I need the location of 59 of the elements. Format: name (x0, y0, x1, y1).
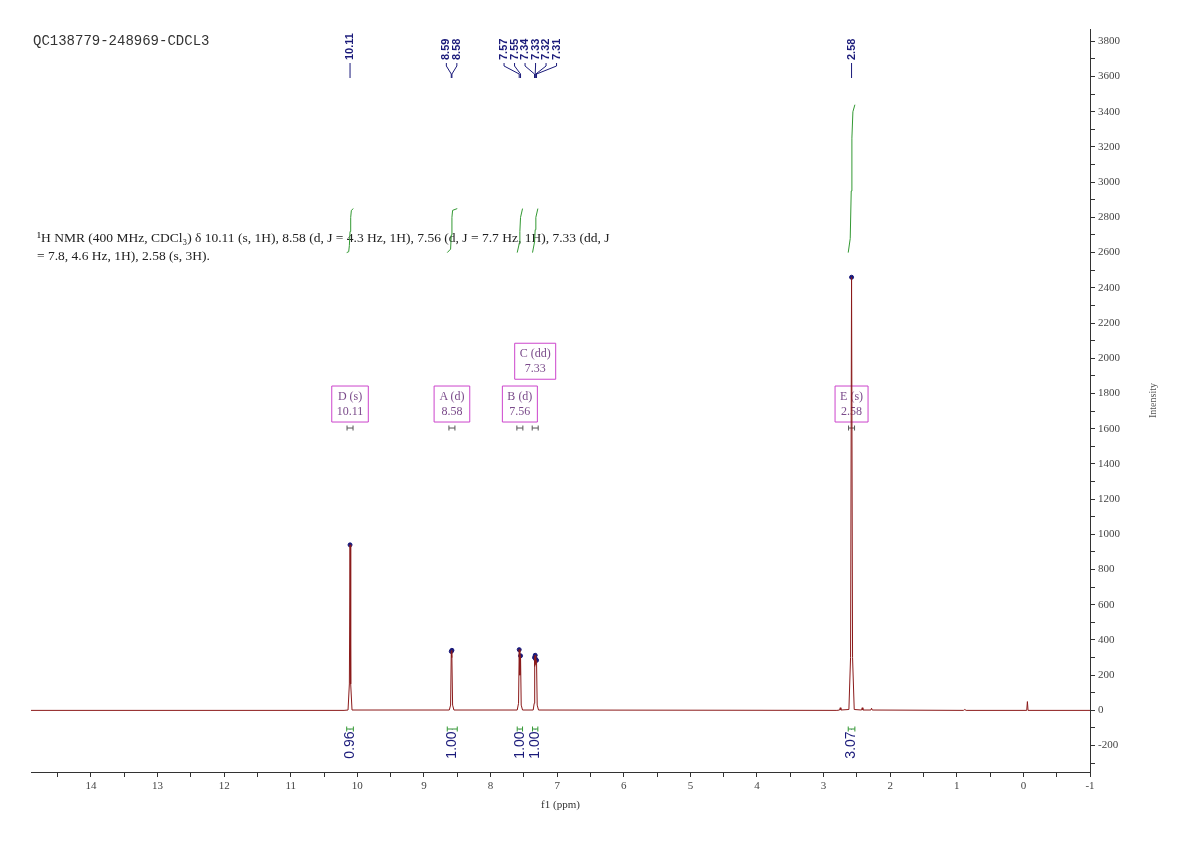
x-tick-label: 13 (152, 779, 164, 792)
x-tick-label: 10 (351, 779, 364, 792)
y-tick-label: 3200 (1098, 139, 1121, 152)
x-tick-label: 4 (754, 779, 761, 792)
y-axis-title: Intensity (1146, 383, 1158, 418)
x-tick-label: 8 (487, 779, 494, 792)
x-tick-label: 14 (85, 779, 97, 792)
annotation: 7.32 (539, 38, 552, 60)
x-tick-label: 5 (687, 779, 694, 792)
x-tick-label: 9 (421, 779, 428, 792)
y-tick-label: 2800 (1098, 210, 1121, 223)
annotation: 1.00 (526, 731, 543, 759)
x-tick-label: -1 (1085, 779, 1095, 792)
y-tick-label: 1200 (1098, 491, 1121, 504)
annotation: 0.96 (340, 731, 357, 759)
y-tick-label: 2000 (1098, 351, 1121, 364)
chart-title: QC138779-248969-CDCL3 (33, 32, 210, 49)
annotation: 7.55 (507, 38, 520, 60)
annotation: C (dd) 7.33 (519, 345, 551, 375)
y-tick-label: 0 (1098, 703, 1104, 716)
x-tick-label: 0 (1020, 779, 1027, 792)
x-tick-label: 11 (285, 779, 297, 792)
annotation: 8.59 (439, 38, 452, 60)
x-tick-label: 3 (820, 779, 827, 792)
x-tick-label: 2 (887, 779, 893, 792)
annotation: A (d) 8.58 (439, 388, 465, 418)
y-tick-label: 1600 (1098, 421, 1121, 434)
y-tick-label: 1800 (1098, 386, 1121, 399)
annotation: B (d) 7.56 (507, 388, 533, 418)
y-tick-label: 400 (1098, 632, 1115, 645)
x-tick-label: 7 (554, 779, 561, 792)
x-tick-label: 1 (954, 779, 960, 792)
x-axis-title: f1 (ppm) (541, 798, 581, 812)
y-tick-label: 200 (1098, 668, 1115, 681)
y-tick-label: 3400 (1098, 104, 1121, 117)
annotation: 8.58 (449, 38, 462, 60)
x-tick-label: 12 (218, 779, 230, 792)
annotation: 10.11 (343, 33, 356, 60)
annotation: 1.00 (443, 731, 460, 759)
y-tick-label: 2600 (1098, 245, 1121, 258)
annotation: 7.31 (549, 38, 562, 60)
y-tick-label: -200 (1098, 738, 1119, 751)
y-tick-label: 3800 (1098, 34, 1121, 47)
x-tick-label: 6 (621, 779, 628, 792)
y-tick-label: 3000 (1098, 175, 1121, 188)
annotation: 3.07 (842, 731, 859, 759)
y-tick-label: 2400 (1098, 280, 1121, 293)
annotation: 1.00 (510, 731, 527, 759)
y-tick-label: 3600 (1098, 69, 1121, 82)
annotation: D (s) 10.11 (336, 388, 364, 418)
y-tick-label: 2200 (1098, 315, 1121, 328)
annotation: 2.58 (844, 38, 857, 60)
annotation: 7.34 (518, 37, 531, 60)
annotation: 7.57 (497, 38, 510, 60)
y-tick-label: 1000 (1098, 527, 1121, 540)
y-tick-label: 800 (1098, 562, 1115, 575)
annotation: 7.33 (528, 38, 541, 60)
y-tick-label: 600 (1098, 597, 1115, 610)
y-tick-label: 1400 (1098, 456, 1121, 469)
